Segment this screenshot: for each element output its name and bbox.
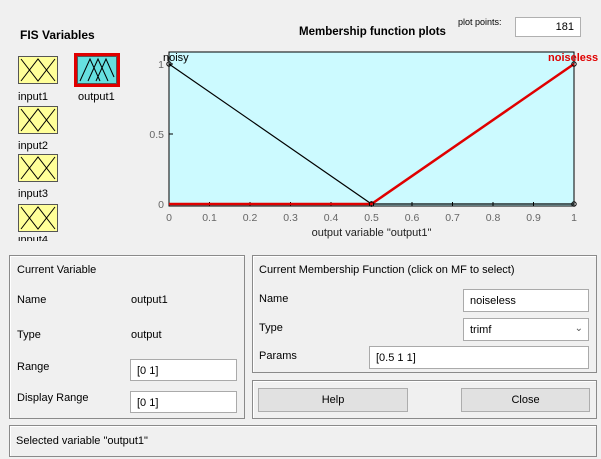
variable-type-label: Type bbox=[17, 329, 41, 341]
mf-params-label: Params bbox=[259, 350, 297, 362]
series-point bbox=[571, 61, 577, 67]
current-variable-title: Current Variable bbox=[17, 264, 97, 276]
help-button[interactable]: Help bbox=[258, 388, 408, 412]
display-range-input[interactable]: [0 1] bbox=[130, 391, 237, 413]
chevron-down-icon[interactable]: ⌄ bbox=[574, 323, 583, 334]
plot-points-input[interactable]: 181 bbox=[515, 17, 581, 37]
output1-variable-icon[interactable] bbox=[74, 53, 120, 87]
mf-label-noisy: noisy bbox=[163, 52, 189, 64]
y-tick-label: 1 bbox=[158, 59, 164, 71]
display-range-label: Display Range bbox=[17, 392, 89, 404]
mf-plot-title: Membership function plots bbox=[299, 26, 446, 38]
mf-name-input[interactable]: noiseless bbox=[463, 289, 589, 312]
membership-function-plot[interactable]: 0 0.1 0.2 0.3 0.4 0.5 0.6 0.7 0.8 0.9 1 0 0.5 1 output… bbox=[140, 48, 601, 248]
series-line-noiseless bbox=[169, 62, 575, 206]
mf-name-label: Name bbox=[259, 293, 289, 305]
input2-variable-icon[interactable] bbox=[18, 106, 58, 134]
x-tick-label: 0.6 bbox=[405, 212, 420, 224]
x-tick-label: 0.5 bbox=[364, 212, 379, 224]
x-axis-label: output variable "output1" bbox=[312, 227, 432, 239]
y-tick-label: 0.5 bbox=[149, 129, 164, 141]
x-tick-label: 0.9 bbox=[526, 212, 541, 224]
range-label: Range bbox=[17, 361, 50, 373]
input1-variable-icon[interactable] bbox=[18, 56, 58, 84]
status-message: Selected variable "output1" bbox=[16, 435, 148, 447]
series-point bbox=[571, 201, 577, 207]
mf-label-noiseless: noiseless bbox=[548, 52, 598, 64]
input3-variable-icon[interactable] bbox=[18, 154, 58, 182]
x-tick-label: 0.3 bbox=[283, 212, 298, 224]
x-tick-label: 0.1 bbox=[202, 212, 217, 224]
x-tick-label: 0.4 bbox=[324, 212, 339, 224]
input4-variable-icon[interactable] bbox=[18, 204, 58, 232]
x-tick-label: 1 bbox=[571, 212, 577, 224]
current-mf-panel: Current Membership Function (click on MF… bbox=[252, 255, 597, 373]
variable-name-label: Name bbox=[17, 294, 47, 306]
mf-type-select[interactable]: trimf ⌄ bbox=[463, 318, 589, 341]
status-bar: Selected variable "output1" bbox=[9, 425, 597, 457]
plot-points-label: plot points: bbox=[458, 17, 502, 27]
mf-params-input[interactable]: [0.5 1 1] bbox=[369, 346, 589, 369]
close-button[interactable]: Close bbox=[461, 388, 590, 412]
x-tick-label: 0.7 bbox=[445, 212, 460, 224]
x-tick-label: 0.8 bbox=[486, 212, 501, 224]
fis-variables-title: FIS Variables bbox=[20, 28, 95, 42]
output1-label: output1 bbox=[78, 91, 115, 103]
series-point bbox=[368, 201, 375, 207]
x-tick-label: 0 bbox=[166, 212, 172, 224]
input2-label: input2 bbox=[18, 140, 48, 152]
buttons-panel: Help Close bbox=[252, 380, 597, 419]
input3-label: input3 bbox=[18, 188, 48, 200]
current-mf-title: Current Membership Function (click on MF… bbox=[259, 264, 515, 276]
range-input[interactable]: [0 1] bbox=[130, 359, 237, 381]
variable-name-value: output1 bbox=[131, 294, 168, 306]
input1-label: input1 bbox=[18, 91, 48, 103]
x-tick-label: 0.2 bbox=[243, 212, 258, 224]
series-point bbox=[166, 61, 172, 67]
variable-type-value: output bbox=[131, 329, 162, 341]
plot-area bbox=[168, 51, 575, 207]
y-tick-label: 0 bbox=[158, 199, 164, 211]
input4-label: input4 bbox=[18, 236, 48, 241]
mf-type-label: Type bbox=[259, 322, 283, 334]
mf-type-value: trimf bbox=[470, 324, 492, 336]
current-variable-panel: Current Variable Name output1 Type outpu… bbox=[9, 255, 245, 419]
